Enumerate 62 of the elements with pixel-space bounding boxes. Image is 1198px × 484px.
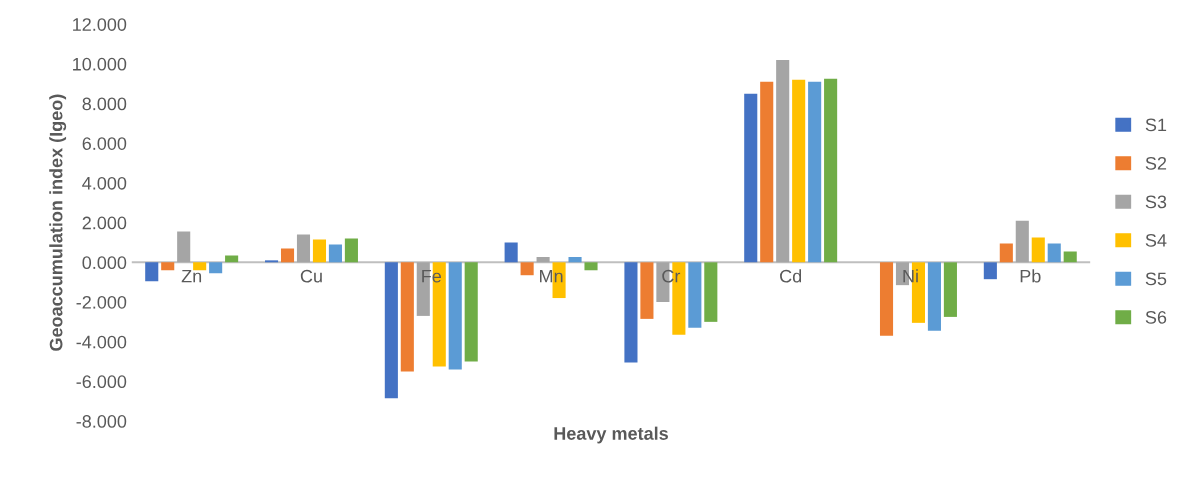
- legend-label: S6: [1145, 310, 1167, 324]
- bar: [688, 262, 702, 328]
- bar: [1031, 237, 1045, 263]
- y-tick-label: 4.000: [82, 176, 127, 190]
- bar: [209, 262, 223, 274]
- y-tick-label: 0.000: [82, 256, 127, 270]
- legend-label: S2: [1145, 156, 1167, 170]
- bar: [624, 262, 638, 363]
- x-tick-label: Cu: [300, 269, 322, 283]
- legend-label: S1: [1145, 118, 1167, 132]
- bar: [280, 248, 295, 263]
- bar: [640, 262, 654, 319]
- bar: [344, 238, 358, 263]
- bar: [520, 262, 534, 276]
- y-tick-label: 2.000: [82, 216, 127, 230]
- bar: [879, 262, 894, 336]
- y-tick-label: -4.000: [76, 335, 127, 349]
- bar: [177, 231, 191, 263]
- y-axis-title: Geoaccumulation index (Igeo): [49, 94, 67, 351]
- y-tick-label: -8.000: [76, 415, 127, 428]
- bar: [296, 234, 311, 263]
- bar: [704, 262, 718, 322]
- bar: [145, 262, 159, 282]
- y-tick-label: 10.000: [73, 57, 127, 71]
- bar: [448, 262, 462, 370]
- bar: [1063, 251, 1077, 263]
- bar: [328, 244, 342, 263]
- bar: [792, 79, 806, 263]
- legend-label: S3: [1145, 195, 1167, 209]
- bar: [584, 262, 598, 271]
- bar: [943, 262, 957, 317]
- bar: [384, 262, 398, 399]
- bar: [504, 242, 518, 263]
- bar: [464, 262, 478, 362]
- y-tick-label: 12.000: [73, 18, 127, 31]
- bar: [808, 81, 822, 263]
- legend-label: S4: [1145, 233, 1167, 247]
- y-tick-label: -6.000: [76, 375, 127, 389]
- legend-label: S5: [1145, 272, 1167, 286]
- bar: [568, 256, 582, 263]
- bar: [225, 255, 239, 263]
- x-tick-label: Pb: [1020, 269, 1041, 283]
- bar: [760, 81, 774, 263]
- bar: [193, 262, 207, 271]
- bar: [999, 243, 1013, 263]
- x-axis-title: Heavy metals: [554, 426, 668, 444]
- x-tick-label: Zn: [181, 269, 202, 283]
- bar: [400, 262, 414, 372]
- bar: [312, 239, 327, 263]
- bar: [161, 262, 175, 271]
- y-tick-label: 8.000: [82, 97, 127, 111]
- bar: [824, 78, 838, 263]
- x-tick-label: Cd: [780, 269, 802, 283]
- bar: [1015, 220, 1029, 263]
- y-tick-label: 6.000: [82, 137, 127, 150]
- y-tick-label: -2.000: [76, 295, 127, 309]
- bar: [536, 256, 550, 263]
- bar: [983, 262, 997, 280]
- bar: [927, 262, 941, 331]
- bar: [776, 59, 790, 263]
- bar: [1047, 243, 1061, 263]
- bar: [744, 93, 758, 263]
